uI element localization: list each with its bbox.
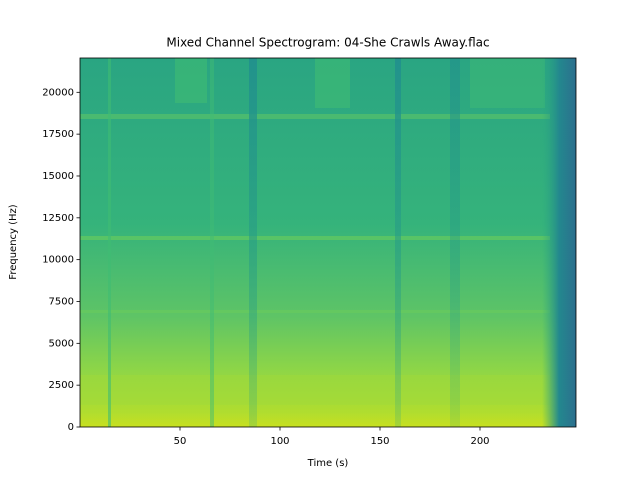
heatmap-region [175, 58, 207, 103]
heatmap-stripe [249, 58, 257, 427]
y-tick-label: 7500 [49, 296, 74, 307]
chart-title: Mixed Channel Spectrogram: 04-She Crawls… [166, 36, 489, 50]
heatmap-fade [542, 58, 576, 427]
y-tick-label: 12500 [42, 213, 74, 224]
x-tick-label: 150 [370, 436, 389, 447]
heatmap-stripe [210, 58, 214, 427]
heatmap-band [80, 114, 550, 119]
y-tick-label: 0 [68, 422, 74, 433]
x-axis-label: Time (s) [307, 458, 349, 469]
heatmap-region [470, 58, 545, 108]
y-tick-label: 10000 [42, 255, 74, 266]
heatmap-band [80, 310, 550, 313]
heatmap-band [80, 375, 550, 405]
y-axis-label: Frequency (Hz) [8, 204, 19, 280]
x-tick-label: 100 [270, 436, 289, 447]
heatmap-stripe [395, 58, 401, 427]
heatmap [80, 58, 576, 427]
y-tick-label: 15000 [42, 171, 74, 182]
y-tick-label: 20000 [42, 87, 74, 98]
heatmap-stripe [108, 58, 111, 427]
heatmap-region [315, 58, 350, 108]
heatmap-stripe [450, 58, 460, 427]
x-tick-label: 50 [174, 436, 187, 447]
y-tick-label: 17500 [42, 129, 74, 140]
plot-frame [79, 57, 577, 428]
spectrogram-image [80, 58, 576, 427]
x-tick-label: 200 [470, 436, 489, 447]
heatmap-band [80, 236, 550, 240]
y-tick-label: 2500 [49, 380, 74, 391]
y-tick-label: 5000 [49, 338, 74, 349]
